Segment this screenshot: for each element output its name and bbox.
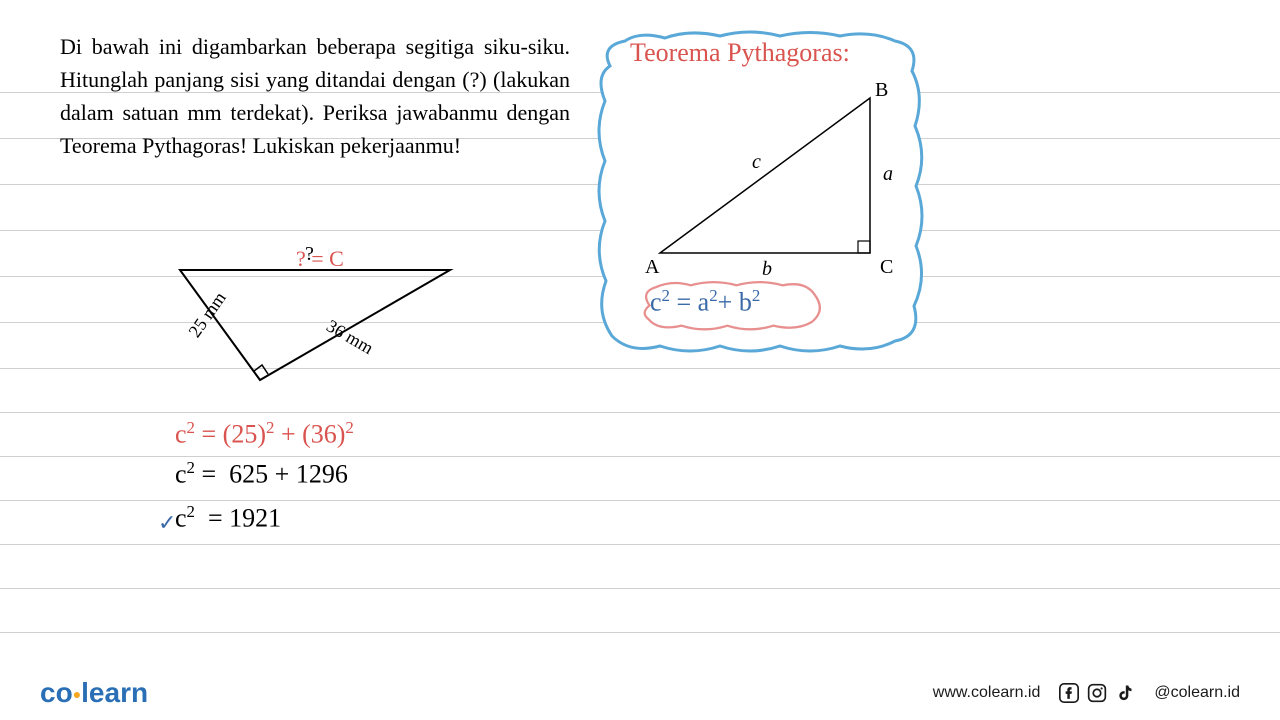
working-step-2: c2 = 625 + 1296 [175,458,348,490]
problem-statement: Di bawah ini digambarkan beberapa segiti… [60,30,570,162]
svg-text:A: A [645,256,660,278]
pythagoras-formula: c2 = a2+ b2 [650,286,760,318]
theorem-title: Teorema Pythagoras: [630,38,850,68]
social-handle: @colearn.id [1154,684,1240,702]
working-step-1: c2 = (25)2 + (36)2 [175,418,354,450]
tiktok-icon [1114,682,1136,704]
footer-bar: co●learn www.colearn.id @colearn.id [0,665,1280,720]
theorem-reference-triangle: A B C a b c [640,78,890,268]
instagram-icon [1086,682,1108,704]
facebook-icon [1058,682,1080,704]
svg-text:25 mm: 25 mm [184,288,229,341]
svg-text:B: B [875,79,888,101]
svg-text:c: c [752,151,761,173]
colearn-logo: co●learn [40,677,148,709]
c-annotation: ? = C [296,246,344,272]
svg-text:b: b [762,258,772,280]
svg-text:36 mm: 36 mm [323,315,377,358]
check-mark-icon: ✓ [158,510,176,536]
theorem-callout-box: Teorema Pythagoras: A B C a b c c2 = a2+… [590,26,930,351]
website-url: www.colearn.id [933,684,1041,702]
svg-text:C: C [880,256,893,278]
svg-text:a: a [883,163,893,185]
working-step-3: c2 = 1921 [175,502,281,534]
